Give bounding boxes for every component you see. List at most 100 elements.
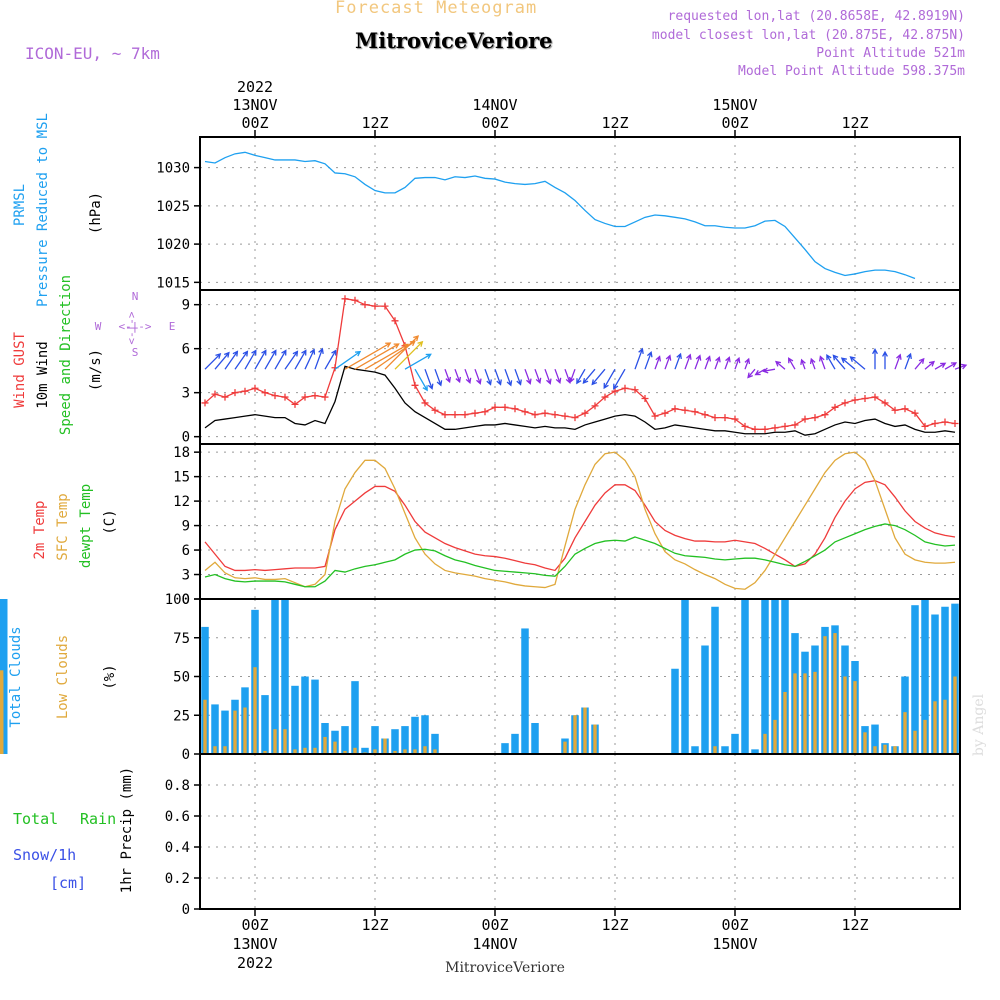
gust-marker [731,415,739,423]
ytick-label: 6 [182,543,190,559]
wind-direction-arrow [704,355,712,370]
wind-direction-arrow [284,350,299,370]
wind-direction-arrow [809,357,816,370]
wind-direction-arrow [576,368,586,385]
bottom-time-label: 14NOV [472,935,517,953]
low-cloud-bar [773,719,777,754]
low-cloud-bar [933,701,937,754]
total-cloud-bar [311,679,319,754]
wind-direction-arrow [244,349,257,370]
gust-marker [521,408,529,416]
wind-direction-arrow [384,335,420,370]
gust-marker [831,403,839,411]
pressure-label-name: Pressure Reduced to MSL [35,113,51,307]
gust-marker [321,393,329,401]
sfc-temp-line [204,451,956,590]
total-cloud-bar [761,599,769,754]
wind-direction-arrow [924,360,936,370]
low-cloud-bar [893,746,897,754]
total-cloud-bar [371,726,379,754]
gust-marker [871,393,879,401]
low-cloud-bar [203,699,207,754]
model-altitude: Model Point Altitude 598.375m [738,64,965,79]
wind-direction-arrow [344,342,392,370]
low-cloud-bar [863,732,867,754]
wind-direction-arrow [591,368,606,386]
low-cloud-bar [263,750,267,754]
temp-label-2m: 2m Temp [32,500,48,559]
total-cloud-bar [871,724,879,754]
gust-marker [371,302,379,310]
gust-marker [361,301,369,309]
total-cloud-bar [221,710,229,754]
gust-marker [211,390,219,398]
gust-marker [471,409,479,417]
ytick-label: 15 [173,470,190,486]
gust-marker [221,393,229,401]
gust-marker [581,409,589,417]
precip-label-1: Rain [80,810,116,828]
low-cloud-bar [293,749,297,754]
gust-marker [651,412,659,420]
gust-marker [391,317,399,325]
gust-marker [921,422,929,430]
wind-direction-arrow [484,368,492,386]
top-time-label: 00Z [481,114,508,132]
ytick-label: 0.8 [165,778,190,794]
total-cloud-bar [781,599,789,754]
low-cloud-bar [403,749,407,754]
wind-direction-arrow [434,368,443,387]
total-cloud-bar [351,681,359,754]
top-time-label: 12Z [841,114,868,132]
wind-direction-arrow [840,357,856,370]
low-cloud-bar [813,671,817,754]
chart-panels: 1015102010251030036903691215180255075100… [0,136,968,918]
gust-marker [301,393,309,401]
gust-marker [451,411,459,419]
low-cloud-bar [563,741,567,754]
total-cloud-bar [731,733,739,754]
gust-marker [751,425,759,433]
gust-marker [911,409,919,417]
wind-label-unit: (m/s) [88,349,104,391]
bottom-time-label: 12Z [601,916,628,934]
panel-0: 1015 1020 1025 1030 [156,136,961,291]
gust-marker [201,399,209,407]
total-cloud-bar [681,599,689,754]
gust-marker [941,418,949,426]
gust-marker [281,393,289,401]
wind-direction-arrow [914,357,925,370]
gust-marker [821,411,829,419]
gust-marker [801,415,809,423]
bottom-time-label: 00Z [721,916,748,934]
gust-marker [491,403,499,411]
low-cloud-bar [393,750,397,754]
low-cloud-bar [423,746,427,754]
panel-labels: PRMSL Pressure Reduced to MSL (hPa) Wind GU… [8,113,175,893]
gust-marker [411,381,419,389]
wind-direction-arrow [744,357,751,370]
wind-gust-line [204,298,956,430]
low-cloud-bar [803,673,807,754]
low-cloud-bar [873,746,877,754]
total-cloud-bar [921,599,929,754]
total-cloud-bar [411,716,419,754]
ytick-label: 0.6 [165,809,190,825]
gust-marker [781,422,789,430]
gust-marker [791,421,799,429]
wind-direction-arrow [214,351,230,370]
total-cloud-bar [711,606,719,754]
low-cloud-bar [853,681,857,754]
gust-marker [861,395,869,403]
wind-direction-arrow [882,350,888,370]
wind-direction-arrow [404,353,432,370]
ytick-label: 3 [182,568,190,584]
meteogram-title: Forecast Meteogram [335,0,538,18]
ytick-label: 0 [182,430,190,446]
gust-marker [901,405,909,413]
low-cloud-bar [433,749,437,754]
gust-marker [561,412,569,420]
wind-direction-arrow [872,348,878,370]
temp-label-unit: (C) [102,509,118,534]
